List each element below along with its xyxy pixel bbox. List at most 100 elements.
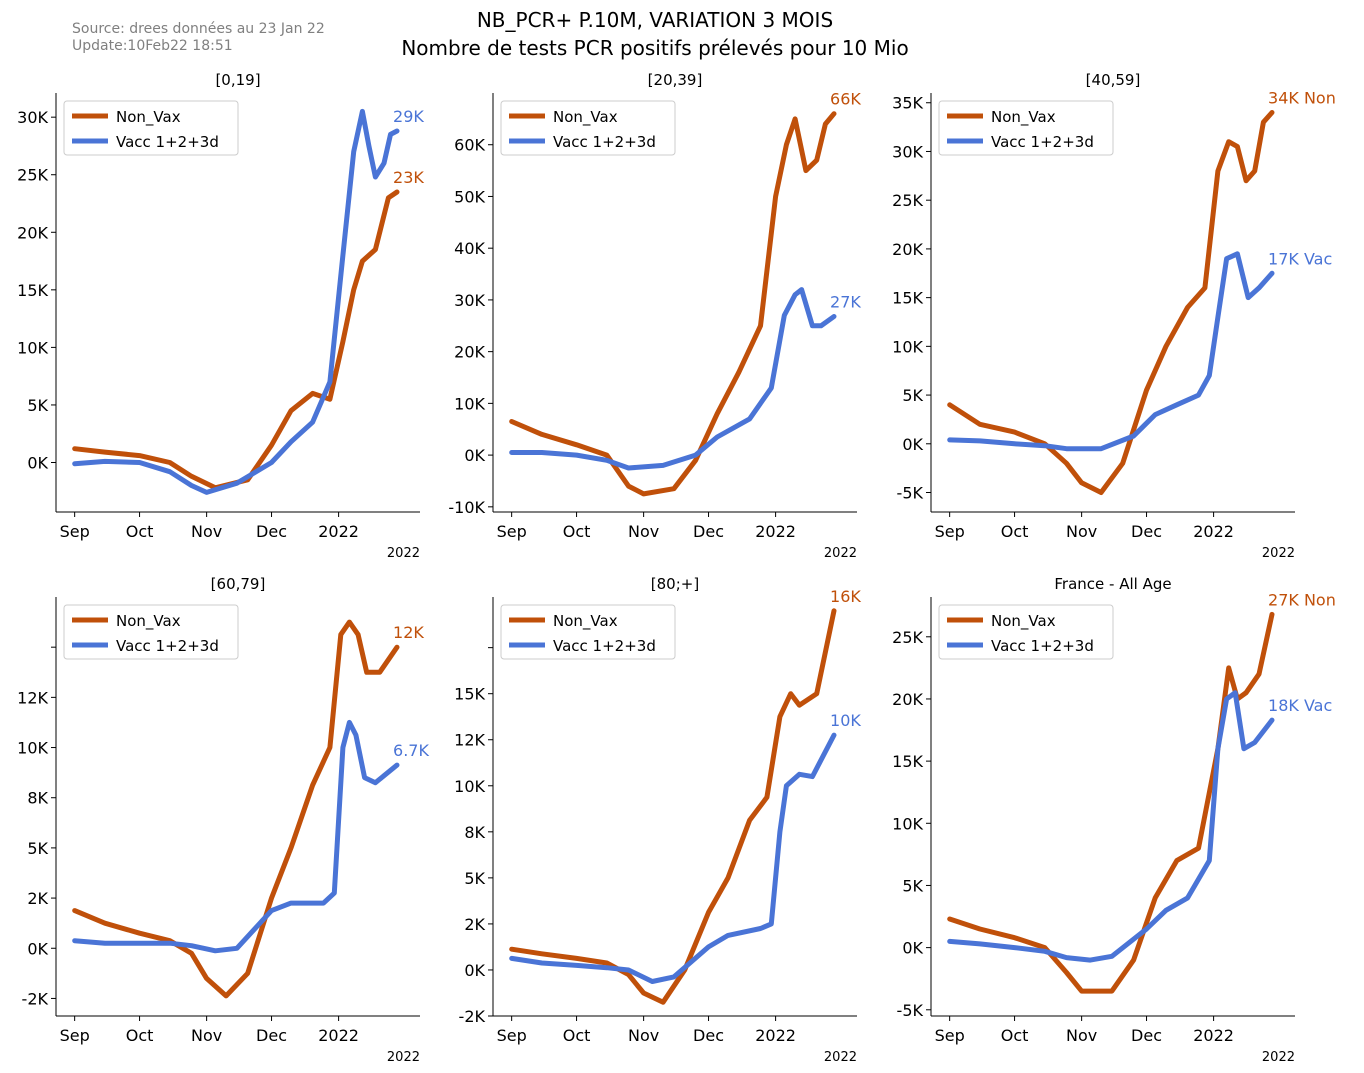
x-tick-label: Dec bbox=[1131, 1026, 1162, 1045]
y-tick-label: 0K bbox=[27, 939, 48, 958]
y-tick-label: 5K bbox=[902, 876, 923, 895]
x-tick-label: 2022 bbox=[755, 1026, 796, 1045]
series-end-label: 23K bbox=[393, 168, 424, 187]
y-tick-label: 8K bbox=[27, 789, 48, 808]
x-tick-label: Oct bbox=[126, 1026, 154, 1045]
x-tick-label: Dec bbox=[256, 1026, 287, 1045]
x-offset-label: 2022 bbox=[1262, 546, 1295, 561]
y-tick-label: 10K bbox=[892, 337, 923, 356]
y-tick-label: 5K bbox=[27, 839, 48, 858]
x-tick-label: 2022 bbox=[318, 1026, 359, 1045]
x-tick-label: Sep bbox=[935, 522, 965, 541]
chart-panel-6: France - All Age -5K 0K 5K 10K 15K 20K 25K Sep Oc… bbox=[892, 575, 1336, 1065]
panel-title: [20,39] bbox=[648, 71, 703, 89]
y-tick-label: 10K bbox=[17, 739, 48, 758]
y-tick-label: -5K bbox=[897, 484, 924, 503]
series-line-vacc bbox=[72, 108, 400, 495]
y-tick-label: 10K bbox=[454, 394, 485, 413]
series-end-label: 66K bbox=[830, 90, 861, 109]
series-line-non-vax bbox=[947, 110, 1275, 495]
series-end-label: 12K bbox=[393, 623, 424, 642]
y-tick-label: 20K bbox=[892, 240, 923, 259]
y-tick-label: 5K bbox=[902, 386, 923, 405]
series-line-non-vax bbox=[947, 611, 1275, 994]
legend-label: Non_Vax bbox=[116, 612, 181, 631]
panel-title: [40,59] bbox=[1086, 71, 1141, 89]
y-tick-label: 40K bbox=[454, 239, 485, 258]
legend-label: Vacc 1+2+3d bbox=[991, 133, 1094, 151]
x-offset-label: 2022 bbox=[824, 546, 857, 561]
y-tick-label: 5K bbox=[464, 869, 485, 888]
x-tick-label: Nov bbox=[191, 1026, 222, 1045]
panel-title: [0,19] bbox=[215, 71, 260, 89]
x-tick-label: Dec bbox=[693, 522, 724, 541]
legend-label: Vacc 1+2+3d bbox=[553, 133, 656, 151]
x-tick-label: Sep bbox=[497, 522, 527, 541]
y-tick-label: 2K bbox=[464, 915, 485, 934]
x-tick-label: Nov bbox=[191, 522, 222, 541]
x-tick-label: Nov bbox=[628, 1026, 659, 1045]
x-tick-label: Dec bbox=[256, 522, 287, 541]
legend-label: Non_Vax bbox=[991, 108, 1056, 127]
series-end-label: 17K Vac bbox=[1268, 249, 1332, 268]
y-tick-label: 60K bbox=[454, 136, 485, 155]
legend-label: Vacc 1+2+3d bbox=[553, 637, 656, 655]
panel-title: [80;+] bbox=[651, 575, 699, 593]
chart-panel-2: [20,39] -10K 0K 10K 20K 30K 40K 50K 60K Sep Oct Nov… bbox=[448, 71, 861, 561]
y-tick-label: -2K bbox=[459, 1007, 486, 1026]
x-tick-label: 2022 bbox=[1193, 1026, 1234, 1045]
y-tick-label: -2K bbox=[22, 989, 49, 1008]
legend-label: Vacc 1+2+3d bbox=[116, 637, 219, 655]
y-tick-label: 20K bbox=[454, 343, 485, 362]
series-end-label: 6.7K bbox=[393, 741, 429, 760]
update-line: Update:10Feb22 18:51 bbox=[72, 38, 233, 54]
x-tick-label: Sep bbox=[497, 1026, 527, 1045]
y-tick-label: 0K bbox=[902, 435, 923, 454]
y-tick-label: 50K bbox=[454, 187, 485, 206]
y-tick-label: 0K bbox=[902, 939, 923, 958]
y-tick-label: 30K bbox=[17, 108, 48, 127]
chart-panel-3: [40,59] -5K 0K 5K 10K 15K 20K 25K 30K 35K Sep Oct No… bbox=[892, 71, 1336, 561]
y-tick-label: 20K bbox=[17, 223, 48, 242]
y-tick-label: -10K bbox=[448, 498, 485, 517]
y-tick-label: 5K bbox=[27, 396, 48, 415]
x-tick-label: 2022 bbox=[1193, 522, 1234, 541]
series-line-vacc bbox=[947, 251, 1275, 452]
x-tick-label: 2022 bbox=[318, 522, 359, 541]
y-tick-label: 8K bbox=[464, 823, 485, 842]
y-tick-label: 12K bbox=[17, 688, 48, 707]
x-tick-label: Nov bbox=[1066, 1026, 1097, 1045]
series-end-label: 10K bbox=[830, 711, 861, 730]
x-offset-label: 2022 bbox=[824, 1050, 857, 1065]
x-tick-label: Dec bbox=[1131, 522, 1162, 541]
y-tick-label: 2K bbox=[27, 889, 48, 908]
x-offset-label: 2022 bbox=[1262, 1050, 1295, 1065]
x-tick-label: Oct bbox=[126, 522, 154, 541]
x-tick-label: Sep bbox=[935, 1026, 965, 1045]
x-tick-label: Nov bbox=[1066, 522, 1097, 541]
series-line-non-vax bbox=[72, 619, 400, 999]
series-end-label: 34K Non bbox=[1268, 88, 1336, 107]
series-end-label: 18K Vac bbox=[1268, 696, 1332, 715]
x-tick-label: Nov bbox=[628, 522, 659, 541]
x-tick-label: Dec bbox=[693, 1026, 724, 1045]
figure-title: NB_PCR+ P.10M, VARIATION 3 MOIS bbox=[476, 8, 834, 32]
series-end-label: 16K bbox=[830, 587, 861, 606]
series-line-vacc bbox=[72, 719, 400, 954]
y-tick-label: 30K bbox=[454, 291, 485, 310]
y-tick-label: 15K bbox=[454, 685, 485, 704]
x-tick-label: Oct bbox=[563, 522, 591, 541]
series-line-non-vax bbox=[72, 189, 400, 491]
series-line-non-vax bbox=[509, 111, 837, 497]
x-tick-label: Sep bbox=[60, 522, 90, 541]
chart-panel-1: [0,19] 0K 5K 10K 15K 20K 25K 30K Sep Oct Nov Dec 202… bbox=[17, 71, 424, 561]
series-line-vacc bbox=[509, 287, 837, 471]
x-offset-label: 2022 bbox=[387, 546, 420, 561]
legend-label: Non_Vax bbox=[553, 108, 618, 127]
x-tick-label: Sep bbox=[60, 1026, 90, 1045]
source-line: Source: drees données au 23 Jan 22 bbox=[72, 21, 325, 37]
series-end-label: 27K bbox=[830, 292, 861, 311]
series-line-vacc bbox=[947, 690, 1275, 963]
y-tick-label: 25K bbox=[17, 166, 48, 185]
chart-panel-5: [80;+] -2K 0K 2K 5K 8K 10K 12K 15K Sep Oct Nov Dec 20… bbox=[454, 575, 861, 1065]
